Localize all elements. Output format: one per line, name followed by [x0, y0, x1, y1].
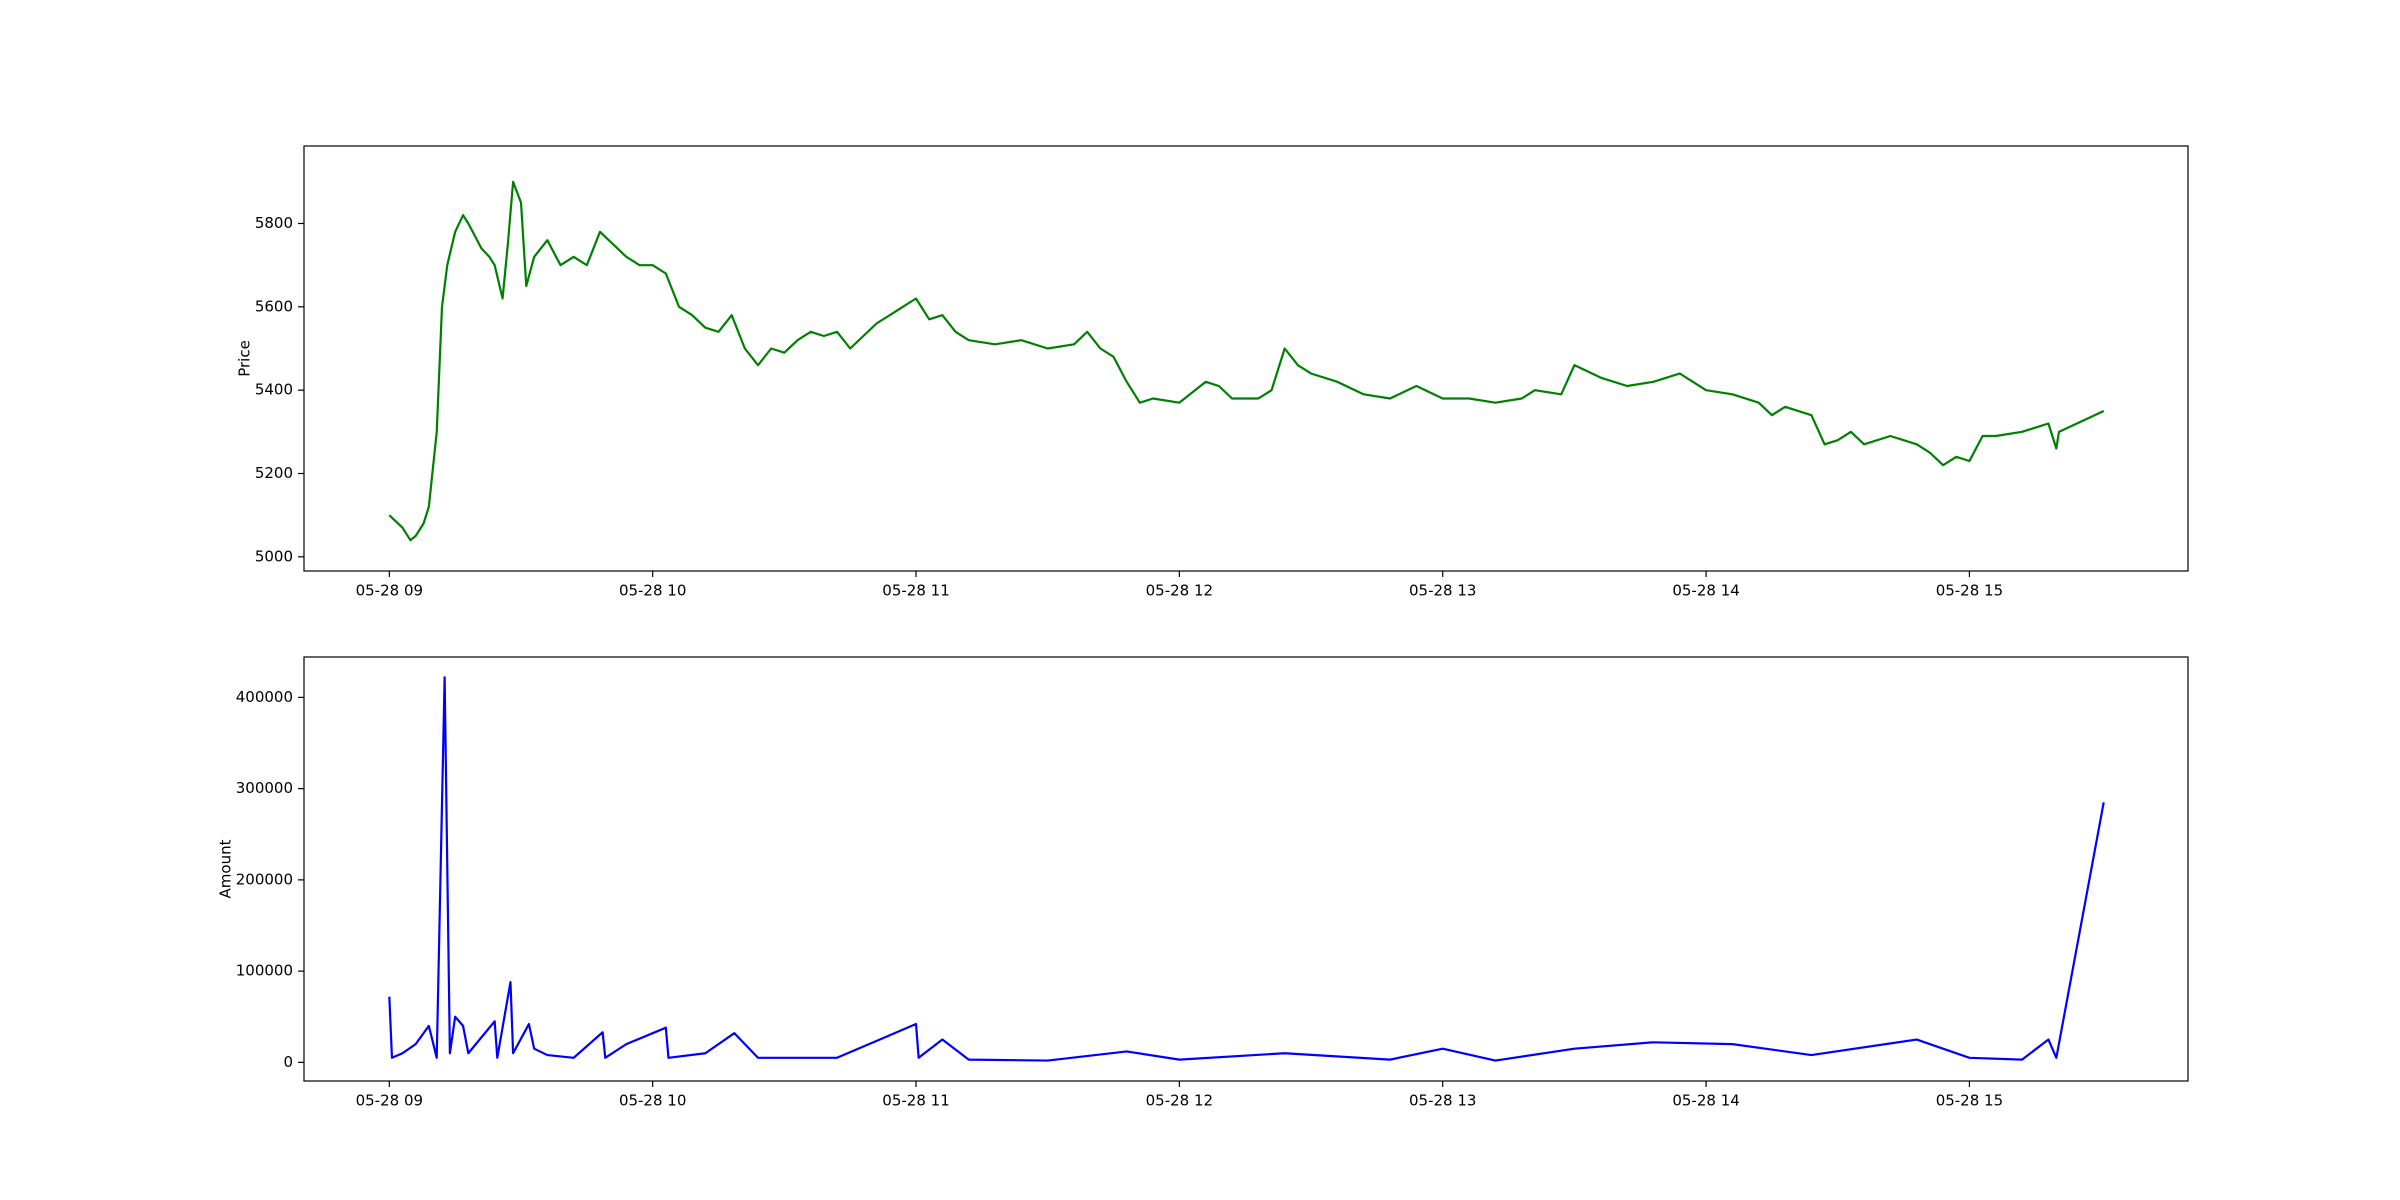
x-tick-label: 05-28 11 — [882, 1092, 949, 1110]
x-tick-label: 05-28 09 — [356, 582, 423, 600]
x-tick-label: 05-28 10 — [619, 1092, 686, 1110]
x-tick-label: 05-28 15 — [1936, 1092, 2003, 1110]
axes-frame — [303, 145, 2189, 572]
x-tick-label: 05-28 13 — [1409, 1092, 1476, 1110]
x-tick-label: 05-28 13 — [1409, 582, 1476, 600]
x-tick-label: 05-28 12 — [1146, 582, 1213, 600]
y-tick-label: 5800 — [255, 214, 293, 232]
y-tick-label: 5000 — [255, 547, 293, 565]
y-axis-label: Amount — [217, 839, 235, 898]
y-tick-label: 5400 — [255, 381, 293, 399]
data-line — [388, 180, 2105, 542]
x-tick-label: 05-28 11 — [882, 582, 949, 600]
x-tick-label: 05-28 09 — [356, 1092, 423, 1110]
y-axis-label: Price — [236, 340, 254, 377]
data-line — [388, 676, 2105, 1062]
y-tick-label: 200000 — [236, 870, 293, 888]
axes-frame — [303, 656, 2189, 1082]
x-tick-label: 05-28 14 — [1672, 1092, 1739, 1110]
y-tick-label: 0 — [283, 1053, 293, 1071]
y-tick-label: 5200 — [255, 464, 293, 482]
x-tick-label: 05-28 14 — [1672, 582, 1739, 600]
x-tick-label: 05-28 12 — [1146, 1092, 1213, 1110]
y-tick-label: 100000 — [236, 962, 293, 980]
y-tick-label: 400000 — [236, 688, 293, 706]
y-tick-label: 300000 — [236, 779, 293, 797]
x-tick-label: 05-28 10 — [619, 582, 686, 600]
x-tick-label: 05-28 15 — [1936, 582, 2003, 600]
y-tick-label: 5600 — [255, 297, 293, 315]
